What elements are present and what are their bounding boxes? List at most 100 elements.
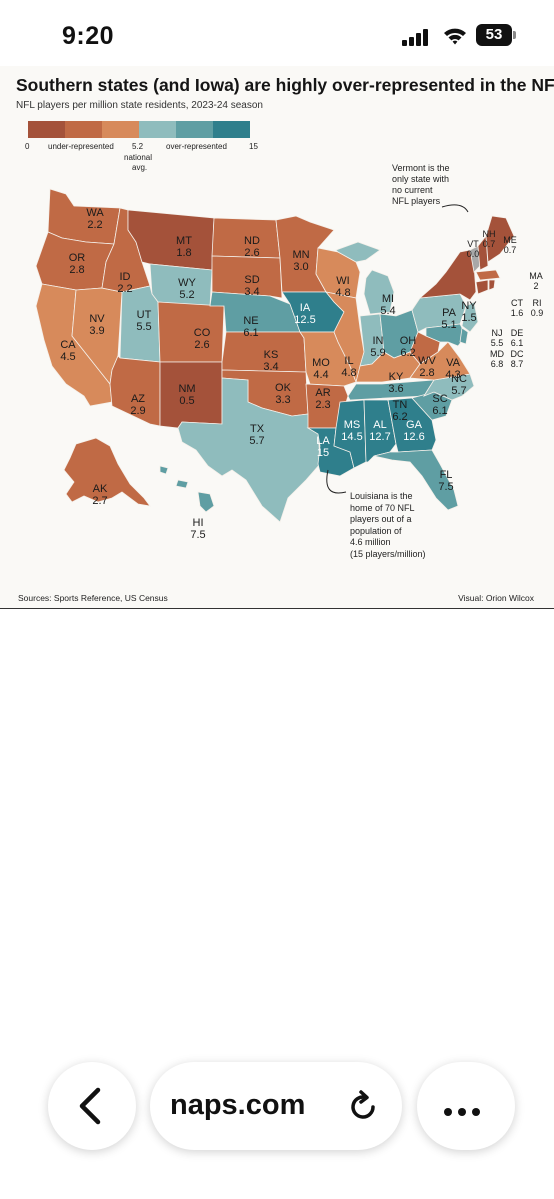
state-code-ky: KY: [389, 371, 404, 383]
vermont-annotation-line: no current: [392, 185, 433, 195]
louisiana-annotation-line: (15 players/million): [350, 548, 426, 559]
state-code-ks: KS: [264, 349, 279, 361]
state-code-hi: HI: [193, 517, 204, 529]
state-code-or: OR: [69, 252, 86, 264]
state-value-co: 2.6: [194, 339, 209, 351]
state-value-dc: 8.7: [511, 359, 524, 369]
state-shape-nj: [461, 301, 479, 333]
legend-avg-value: 5.2: [132, 142, 144, 151]
state-code-nc: NC: [451, 373, 467, 385]
state-value-nj: 5.5: [491, 338, 504, 348]
status-bar: 9:20 53: [0, 0, 554, 72]
state-code-me: ME: [503, 235, 517, 245]
state-value-or: 2.8: [69, 264, 84, 276]
state-value-sc: 6.1: [432, 405, 447, 417]
state-code-la: LA: [316, 435, 330, 447]
state-value-tn: 6.2: [392, 411, 407, 423]
state-code-ar: AR: [315, 387, 330, 399]
more-dots-icon: [444, 1103, 486, 1121]
state-code-in: IN: [373, 335, 384, 347]
state-value-va: 4.3: [445, 369, 460, 381]
state-shape-tx: [177, 377, 321, 523]
louisiana-annotation-line: players out of a: [350, 514, 412, 524]
state-value-nc: 5.7: [451, 385, 466, 397]
state-value-al: 12.7: [369, 431, 390, 443]
legend-min-label: 0: [25, 142, 30, 151]
state-code-mo: MO: [312, 357, 330, 369]
chevron-left-icon: [79, 1087, 101, 1125]
state-value-pa: 5.1: [441, 319, 456, 331]
louisiana-annotation-line: Louisiana is the: [350, 491, 413, 501]
sources-text: Sources: Sports Reference, US Census: [18, 593, 168, 603]
legend-max-label: 15: [249, 142, 258, 151]
state-shape-ma: [475, 269, 501, 281]
chart-subtitle: NFL players per million state residents,…: [16, 100, 263, 111]
state-value-ny: 1.5: [461, 312, 476, 324]
state-code-ak: AK: [93, 483, 108, 495]
url-text: naps.com: [170, 1089, 306, 1121]
state-value-sd: 3.4: [244, 286, 259, 298]
state-value-mi: 5.4: [380, 305, 395, 317]
state-value-wi: 4.8: [335, 287, 350, 299]
reload-icon[interactable]: [346, 1089, 380, 1123]
state-shape-il: [325, 291, 365, 384]
state-value-fl: 7.5: [438, 481, 453, 493]
state-code-ct: CT: [511, 298, 523, 308]
us-map: WA2.2OR2.8CA4.5NV3.9ID2.2MT1.8WY5.2UT5.5…: [28, 121, 543, 541]
state-code-ia: IA: [300, 302, 311, 314]
state-shape-sd: [211, 255, 283, 299]
state-code-va: VA: [446, 357, 461, 369]
state-code-id: ID: [120, 271, 131, 283]
legend-avg-label-2: avg.: [132, 163, 148, 172]
state-value-mt: 1.8: [176, 247, 191, 259]
signal-icon: [402, 28, 432, 46]
state-code-nm: NM: [178, 383, 195, 395]
state-code-ma: MA: [529, 271, 543, 281]
state-code-nv: NV: [89, 313, 105, 325]
state-code-wa: WA: [86, 207, 104, 219]
state-shape-co: [157, 301, 225, 363]
state-code-ok: OK: [275, 382, 292, 394]
state-code-oh: OH: [400, 335, 417, 347]
state-value-ar: 2.3: [315, 399, 330, 411]
legend-bar: [28, 121, 250, 138]
state-code-wi: WI: [336, 275, 349, 287]
state-value-la: 15: [317, 447, 329, 459]
state-value-ca: 4.5: [60, 351, 75, 363]
more-options-button[interactable]: [417, 1062, 515, 1150]
state-code-ut: UT: [137, 309, 152, 321]
wifi-icon: [444, 28, 466, 45]
state-code-ny: NY: [461, 300, 477, 312]
state-value-wa: 2.2: [87, 219, 102, 231]
state-value-nm: 0.5: [179, 395, 194, 407]
state-code-ri: RI: [533, 298, 542, 308]
state-code-tx: TX: [250, 423, 265, 435]
state-code-vt: VT: [467, 239, 479, 249]
state-value-ut: 5.5: [136, 321, 151, 333]
status-time: 9:20: [62, 22, 115, 50]
state-code-md: MD: [490, 349, 504, 359]
state-shape-ak: [63, 437, 151, 507]
state-shape-wa: [47, 188, 121, 245]
state-code-ne: NE: [243, 315, 258, 327]
battery-tip: [513, 31, 516, 39]
state-code-pa: PA: [442, 307, 457, 319]
state-value-me: 0.7: [504, 245, 517, 255]
state-value-ma: 2: [533, 281, 538, 291]
state-value-mo: 4.4: [313, 369, 328, 381]
state-shape-hi: [159, 465, 215, 513]
browser-toolbar: naps.com: [0, 1040, 554, 1199]
state-shape-me: [485, 215, 515, 263]
state-value-wy: 5.2: [179, 289, 194, 301]
state-code-mi: MI: [382, 293, 394, 305]
infographic-image: WA 2.2 OR 2.8 CA 4.5 NV 3.9 ID 2.2 MT 1.8 WY 5.2 UT 5.5…: [0, 66, 554, 609]
back-button[interactable]: [48, 1062, 136, 1150]
state-value-ct: 1.6: [511, 308, 524, 318]
address-bar[interactable]: naps.com: [150, 1062, 402, 1150]
state-code-ms: MS: [344, 419, 361, 431]
state-value-hi: 7.5: [190, 529, 205, 541]
state-shape-md: [425, 323, 467, 347]
state-code-tn: TN: [393, 399, 408, 411]
state-value-mn: 3.0: [293, 261, 308, 273]
vermont-annotation-line: Vermont is the: [392, 163, 450, 173]
